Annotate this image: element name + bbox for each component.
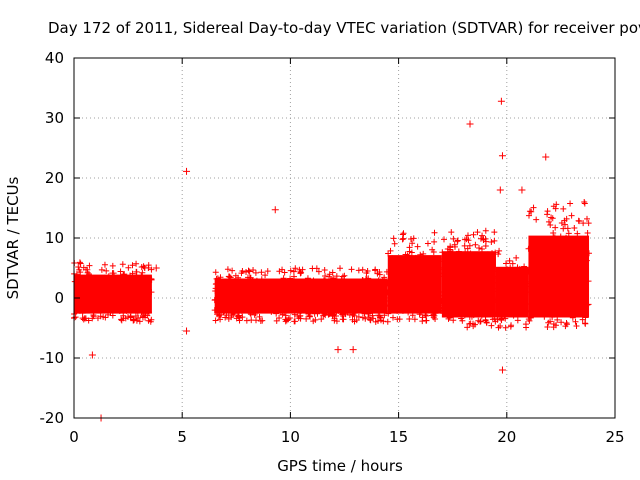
y-tick-label: 10 [45,229,64,247]
data-point [466,120,474,128]
y-tick-label: -20 [40,409,65,427]
data-band-points [211,265,391,325]
data-band-points [493,247,532,331]
data-point [334,346,342,354]
x-tick-label: 25 [605,428,624,446]
data-point [152,264,160,272]
x-tick-label: 0 [69,428,79,446]
x-tick-label: 5 [177,428,187,446]
y-tick-label: 30 [45,109,64,127]
chart-title: Day 172 of 2011, Sidereal Day-to-day VTE… [48,19,640,37]
data-band-points [439,227,499,331]
data-point [183,327,191,335]
data-band-points [384,229,445,325]
y-tick-label: 40 [45,49,64,67]
y-tick-label: -10 [40,349,65,367]
data-point [183,167,191,175]
data-point [542,153,550,161]
x-tick-label: 10 [281,428,300,446]
data-point [498,152,506,160]
data-point [498,366,506,374]
data-point [349,346,357,354]
data-point [496,186,504,194]
data-points [71,97,592,422]
grid [74,58,615,418]
y-tick-label: 20 [45,169,64,187]
x-axis-label: GPS time / hours [277,457,403,475]
data-point [497,97,505,105]
data-point [88,351,96,359]
y-axis-label: SDTVAR / TECUs [4,176,22,299]
x-tick-label: 15 [389,428,408,446]
data-point [271,206,279,214]
axis-ticks: 0 5 10 15 20 25 -20 -10 0 10 20 30 40 [40,49,625,446]
y-tick-label: 0 [54,289,64,307]
data-point [518,186,526,194]
x-tick-label: 20 [497,428,516,446]
data-band-points [525,199,592,331]
